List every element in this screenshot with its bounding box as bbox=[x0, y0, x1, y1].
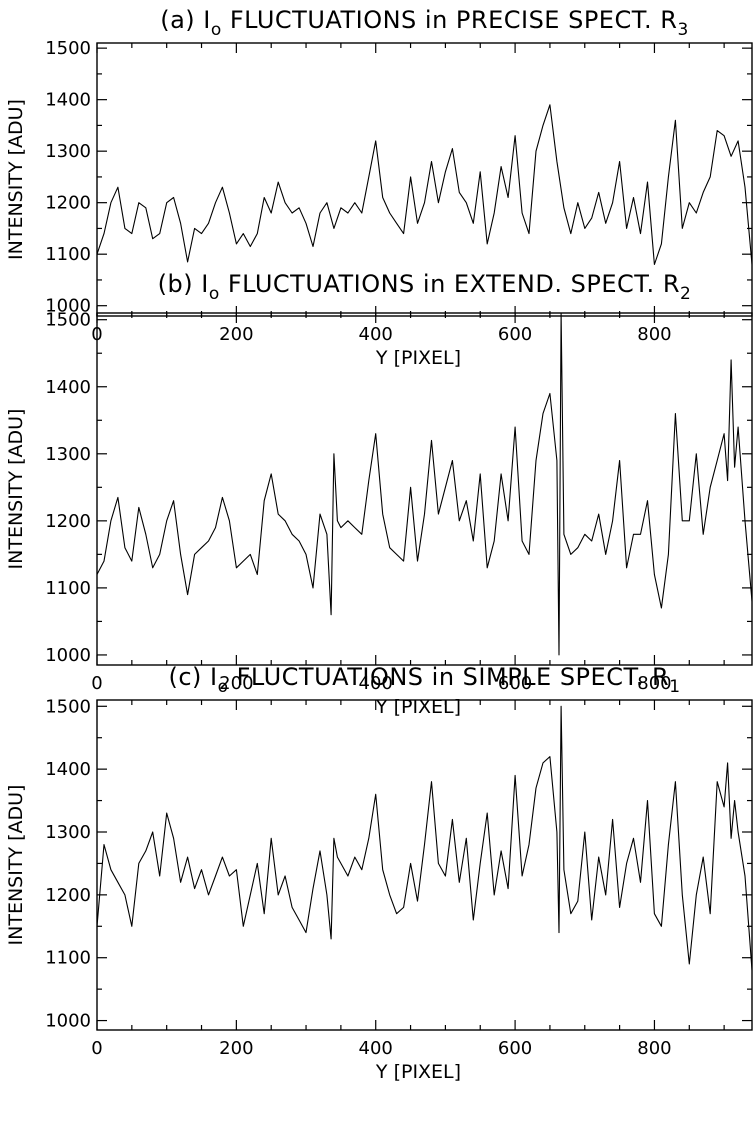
x-tick-label: 200 bbox=[219, 673, 253, 694]
x-tick-label: 400 bbox=[359, 324, 393, 345]
series-line-1 bbox=[96, 312, 753, 656]
y-tick-label: 1500 bbox=[45, 696, 91, 717]
plot-frame bbox=[96, 699, 753, 1031]
chart-title: (b) Io FLUCTUATIONS in EXTEND. SPECT. R2 bbox=[158, 270, 692, 304]
y-tick-label: 1500 bbox=[45, 310, 91, 331]
x-tick-label: 600 bbox=[498, 673, 532, 694]
y-tick-label: 1300 bbox=[45, 141, 91, 162]
x-tick-label: 400 bbox=[359, 1038, 393, 1059]
y-axis-label: INTENSITY [ADU] bbox=[5, 785, 27, 946]
y-tick-label: 1000 bbox=[45, 645, 91, 666]
title-subscript: o bbox=[218, 677, 229, 697]
y-tick-label: 1100 bbox=[45, 578, 91, 599]
x-tick-label: 600 bbox=[498, 1038, 532, 1059]
x-axis-label: Y [PIXEL] bbox=[375, 1061, 461, 1083]
title-prefix: (b) I bbox=[158, 270, 209, 298]
title-prefix: (c) I bbox=[168, 663, 217, 691]
series-line-1 bbox=[96, 705, 753, 971]
x-tick-label: 800 bbox=[637, 324, 671, 345]
panel-2: (b) Io FLUCTUATIONS in EXTEND. SPECT. R2… bbox=[5, 270, 753, 718]
x-tick-label: 400 bbox=[359, 673, 393, 694]
x-tick-label: 0 bbox=[91, 673, 102, 694]
y-tick-label: 1100 bbox=[45, 948, 91, 969]
x-tick-label: 200 bbox=[219, 1038, 253, 1059]
chart-title: (a) Io FLUCTUATIONS in PRECISE SPECT. R3 bbox=[160, 6, 689, 40]
x-axis-label: Y [PIXEL] bbox=[375, 696, 461, 718]
y-tick-label: 1300 bbox=[45, 444, 91, 465]
title-subscript: 2 bbox=[680, 284, 691, 304]
y-tick-label: 1200 bbox=[45, 193, 91, 214]
y-tick-label: 1400 bbox=[45, 377, 91, 398]
series-line-1 bbox=[96, 104, 753, 266]
x-tick-label: 800 bbox=[637, 673, 671, 694]
title-subscript: o bbox=[211, 20, 222, 40]
x-tick-label: 600 bbox=[498, 324, 532, 345]
x-tick-label: 800 bbox=[637, 1038, 671, 1059]
x-axis-label: Y [PIXEL] bbox=[375, 347, 461, 369]
title-main: FLUCTUATIONS in SIMPLE SPECT. R bbox=[229, 663, 670, 691]
y-tick-label: 1200 bbox=[45, 511, 91, 532]
title-main: FLUCTUATIONS in EXTEND. SPECT. R bbox=[220, 270, 680, 298]
y-axis-label: INTENSITY [ADU] bbox=[5, 409, 27, 570]
title-subscript: 3 bbox=[677, 20, 688, 40]
y-tick-label: 1000 bbox=[45, 1011, 91, 1032]
y-tick-label: 1300 bbox=[45, 822, 91, 843]
title-main: FLUCTUATIONS in PRECISE SPECT. R bbox=[222, 6, 678, 34]
y-tick-label: 1500 bbox=[45, 38, 91, 59]
y-tick-label: 1400 bbox=[45, 90, 91, 111]
panel-1: (a) Io FLUCTUATIONS in PRECISE SPECT. R3… bbox=[5, 6, 753, 369]
y-axis-label: INTENSITY [ADU] bbox=[5, 99, 27, 260]
x-tick-label: 0 bbox=[91, 1038, 102, 1059]
panel-3: (c) Io FLUCTUATIONS in SIMPLE SPECT. R10… bbox=[5, 663, 753, 1083]
title-subscript: 1 bbox=[669, 677, 680, 697]
y-tick-label: 1100 bbox=[45, 244, 91, 265]
title-subscript: o bbox=[209, 284, 220, 304]
y-tick-label: 1000 bbox=[45, 296, 91, 317]
title-prefix: (a) I bbox=[160, 6, 211, 34]
y-tick-label: 1400 bbox=[45, 759, 91, 780]
chart-title: (c) Io FLUCTUATIONS in SIMPLE SPECT. R1 bbox=[168, 663, 680, 697]
plot-frame bbox=[96, 312, 753, 666]
y-tick-label: 1200 bbox=[45, 885, 91, 906]
x-tick-label: 200 bbox=[219, 324, 253, 345]
plot-frame bbox=[96, 42, 753, 317]
